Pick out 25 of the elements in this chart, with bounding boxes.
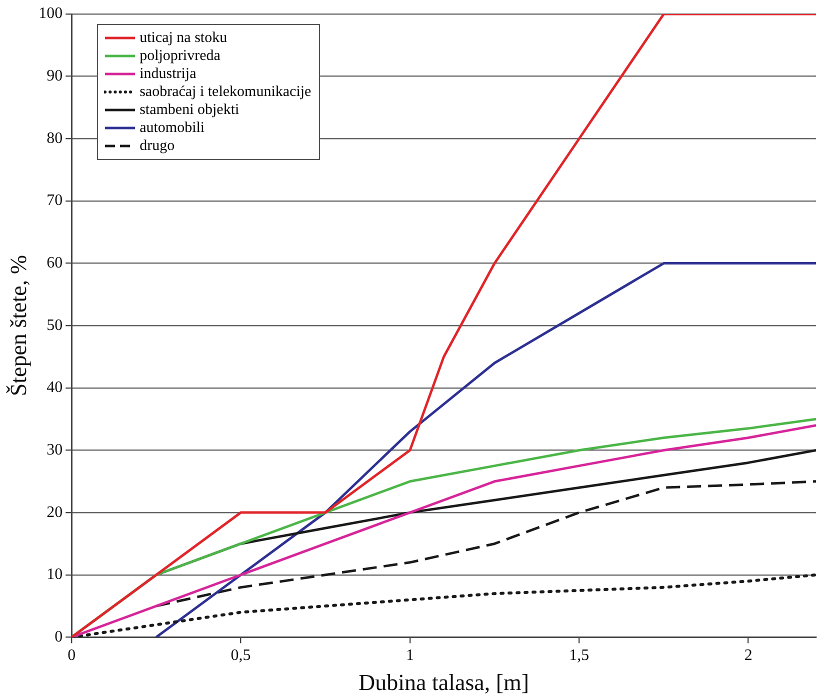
y-tick-label: 60 xyxy=(46,254,63,272)
y-tick-label: 40 xyxy=(46,379,63,396)
y-tick-label: 50 xyxy=(46,316,63,334)
y-tick-label: 70 xyxy=(46,192,63,210)
y-tick-label: 90 xyxy=(46,68,63,85)
y-axis-title: Štepen štete, % xyxy=(6,255,31,396)
legend-label: automobili xyxy=(140,119,205,137)
y-tick-label: 20 xyxy=(46,504,63,521)
legend-label: saobraćaj i telekomunikacije xyxy=(140,83,312,101)
x-tick-label: 1 xyxy=(406,647,414,664)
y-tick-label: 10 xyxy=(46,566,63,584)
x-tick-label: 1,5 xyxy=(569,647,590,664)
y-tick-label: 100 xyxy=(38,5,63,22)
y-tick-label: 30 xyxy=(46,441,63,458)
legend-label: uticaj na stoku xyxy=(140,29,228,47)
x-tick-label: 0 xyxy=(68,647,76,664)
x-tick-label: 2 xyxy=(744,647,752,664)
y-tick-label: 0 xyxy=(54,628,63,646)
legend-label: drugo xyxy=(140,137,175,155)
x-tick-label: 0,5 xyxy=(230,647,251,664)
legend-label: poljoprivreda xyxy=(140,47,220,65)
legend-label: industrija xyxy=(140,65,196,83)
y-tick-label: 80 xyxy=(46,130,63,147)
x-axis-title: Dubina talasa, [m] xyxy=(358,670,530,696)
legend-label: stambeni objekti xyxy=(140,101,240,119)
